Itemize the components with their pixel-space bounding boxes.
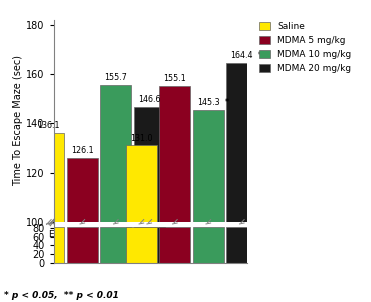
Bar bbox=[67, 227, 98, 263]
Text: 136.1: 136.1 bbox=[37, 121, 60, 130]
Text: 131.0: 131.0 bbox=[130, 133, 152, 143]
Text: **: ** bbox=[258, 51, 266, 60]
Text: 155.1: 155.1 bbox=[164, 74, 186, 83]
Bar bbox=[33, 227, 64, 263]
Bar bbox=[160, 86, 190, 222]
Bar bbox=[126, 146, 157, 222]
Text: 145.3: 145.3 bbox=[197, 98, 220, 107]
Y-axis label: Time To Escape Maze (sec): Time To Escape Maze (sec) bbox=[13, 55, 23, 186]
Bar bbox=[33, 133, 64, 222]
Text: 146.6: 146.6 bbox=[138, 95, 161, 104]
Bar bbox=[226, 227, 257, 263]
Bar bbox=[101, 85, 131, 222]
Bar bbox=[226, 63, 257, 222]
Bar bbox=[134, 227, 165, 263]
Bar bbox=[193, 110, 224, 222]
Text: 155.7: 155.7 bbox=[104, 72, 127, 82]
Text: 164.4: 164.4 bbox=[230, 51, 253, 60]
Bar bbox=[160, 227, 190, 263]
Bar bbox=[101, 227, 131, 263]
Legend: Saline, MDMA 5 mg/kg, MDMA 10 mg/kg, MDMA 20 mg/kg: Saline, MDMA 5 mg/kg, MDMA 10 mg/kg, MDM… bbox=[257, 20, 353, 75]
Bar bbox=[134, 107, 165, 222]
Text: 126.1: 126.1 bbox=[71, 146, 93, 155]
Bar bbox=[193, 227, 224, 263]
Bar bbox=[126, 227, 157, 263]
Text: * p < 0.05,  ** p < 0.01: * p < 0.05, ** p < 0.01 bbox=[4, 291, 119, 300]
Text: *: * bbox=[224, 98, 229, 107]
Bar bbox=[67, 158, 98, 222]
